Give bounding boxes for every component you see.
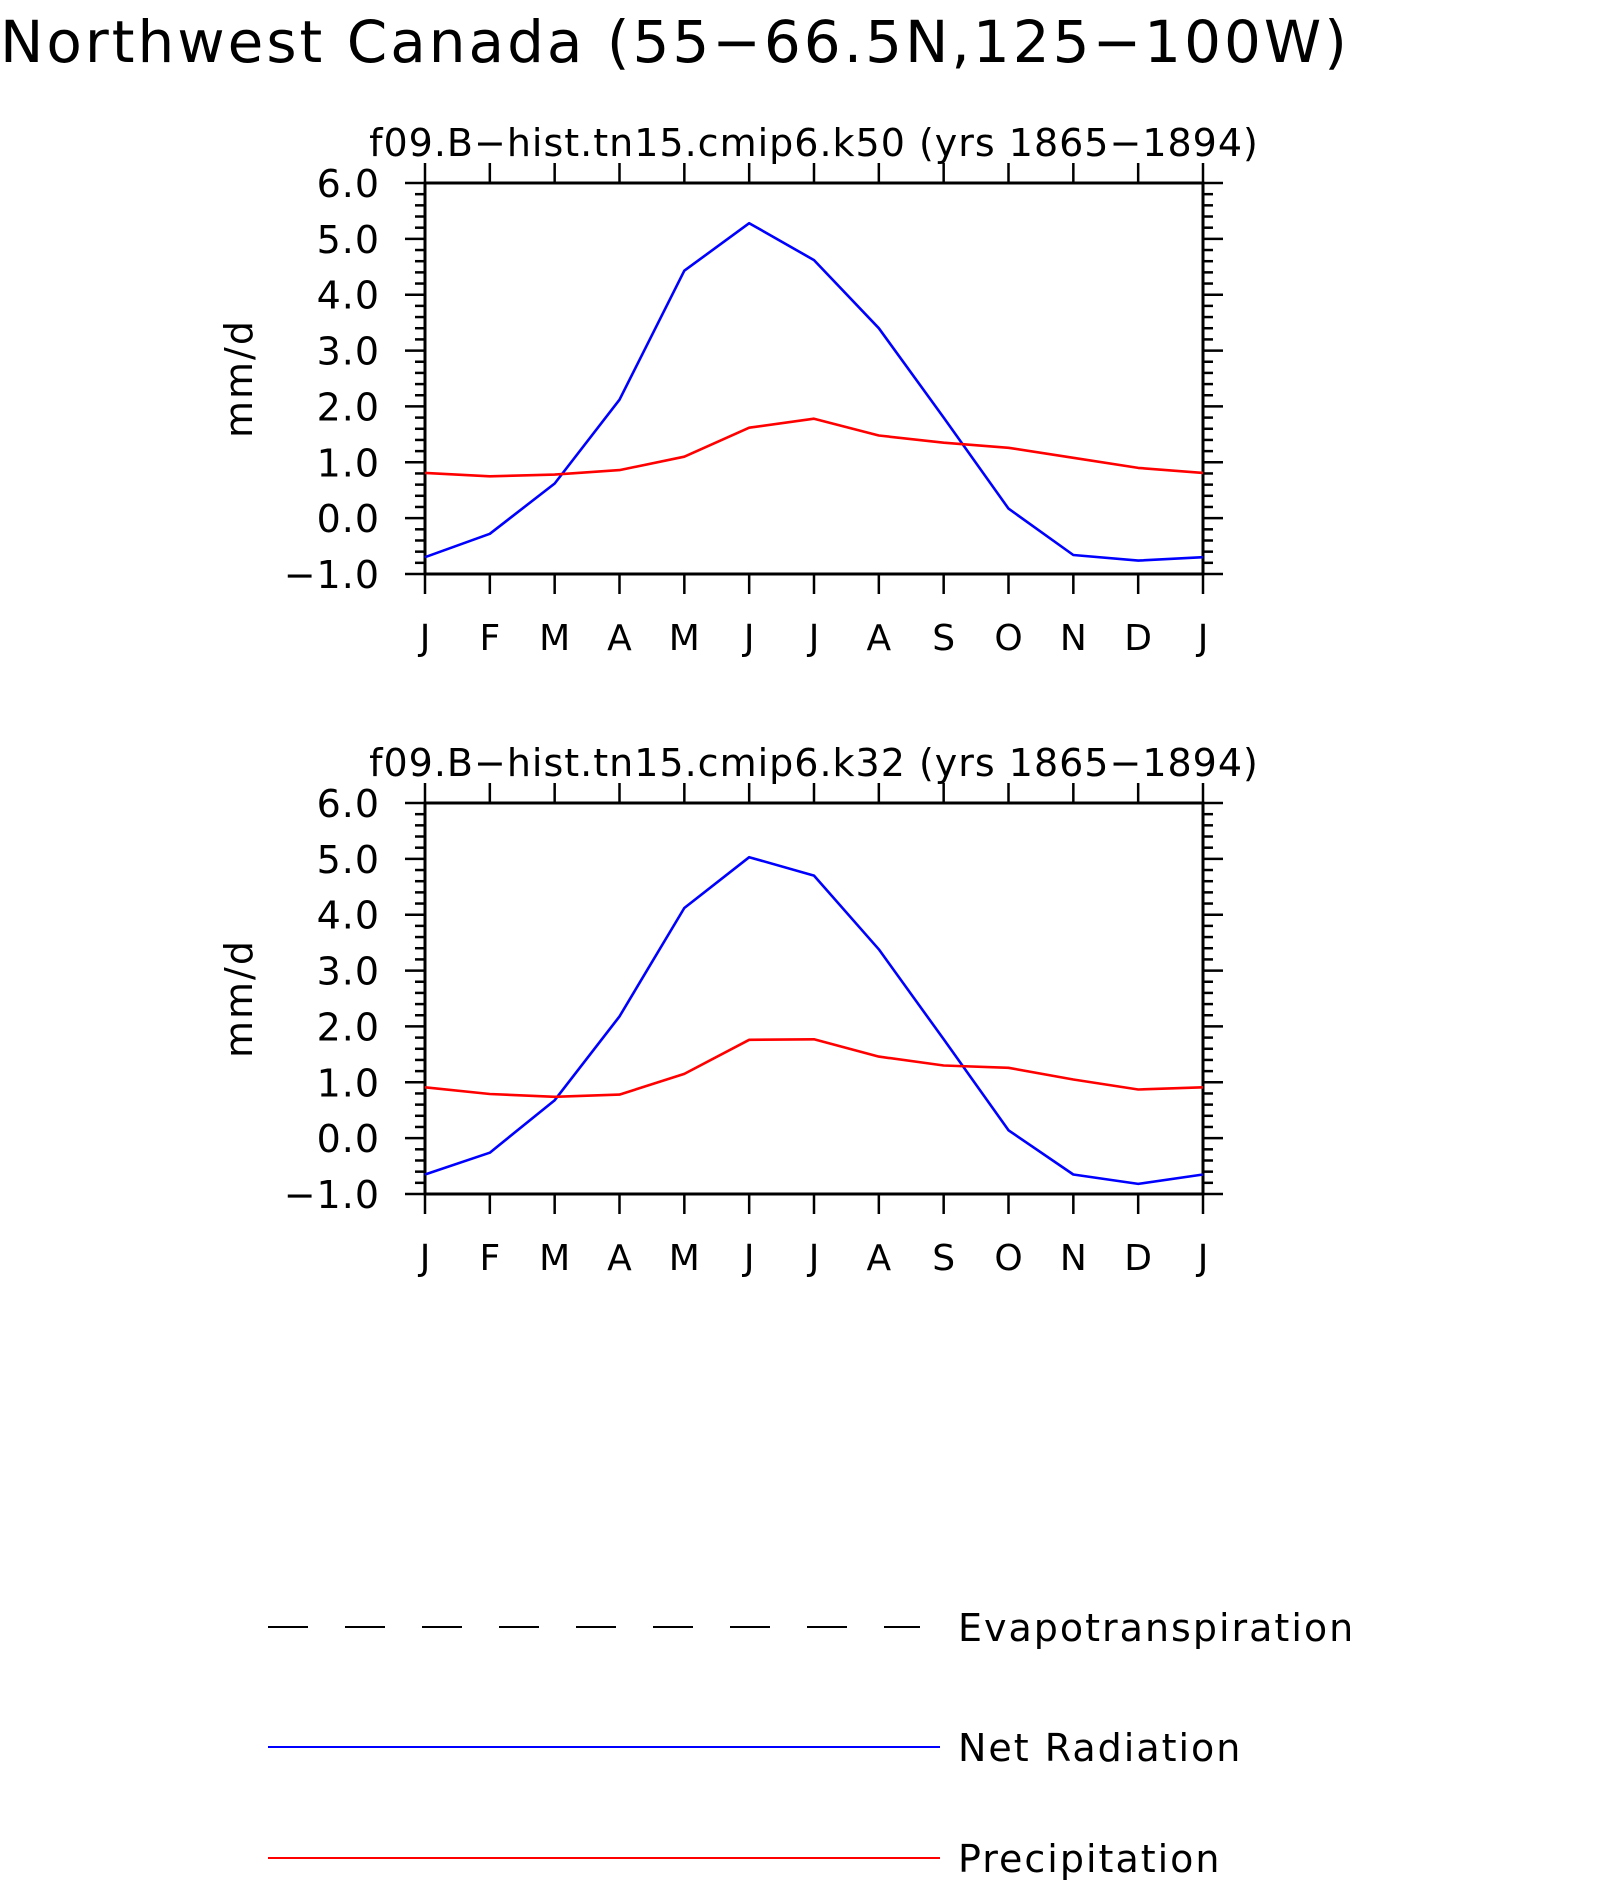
y-tick-label: −1.0	[284, 1173, 380, 1217]
x-ticks	[423, 163, 1205, 594]
x-tick-label: F	[479, 1238, 500, 1279]
x-tick-label: D	[1124, 1238, 1152, 1279]
x-tick-label: J	[1196, 618, 1209, 659]
x-tick-label: M	[539, 618, 570, 659]
x-tick-label: F	[479, 618, 500, 659]
x-tick-label: O	[994, 618, 1022, 659]
x-tick-label: M	[669, 1238, 700, 1279]
y-tick-label: 2.0	[317, 1005, 380, 1049]
y-ticks	[405, 801, 1223, 1196]
y-tick-label: 6.0	[317, 782, 380, 826]
x-tick-label: J	[807, 1238, 820, 1279]
chart-title: f09.B−hist.tn15.cmip6.k32 (yrs 1865−1894…	[369, 741, 1259, 785]
y-tick-label: 6.0	[317, 162, 380, 206]
x-tick-label: J	[418, 618, 431, 659]
chart-panels: f09.B−hist.tn15.cmip6.k50 (yrs 1865−1894…	[217, 121, 1259, 1279]
figure-title: Northwest Canada (55−66.5N,125−100W)	[0, 8, 1350, 76]
y-tick-label: 5.0	[317, 838, 380, 882]
x-tick-label: S	[932, 1238, 955, 1279]
x-tick-label: J	[742, 618, 755, 659]
y-ticks	[405, 181, 1223, 576]
x-ticks	[423, 783, 1205, 1214]
x-tick-label: J	[742, 1238, 755, 1279]
series-line-net-radiation	[424, 855, 1204, 1186]
chart-panel-1: f09.B−hist.tn15.cmip6.k50 (yrs 1865−1894…	[217, 121, 1259, 659]
x-tick-label: N	[1060, 1238, 1087, 1279]
series-line-net-radiation	[424, 221, 1204, 562]
x-tick-label: A	[607, 1238, 632, 1279]
x-tick-label: M	[539, 1238, 570, 1279]
legend-label: Evapotranspiration	[958, 1606, 1355, 1650]
legend: Evapotranspiration Net Radiation Precipita…	[268, 1606, 1355, 1881]
x-tick-label: A	[867, 618, 892, 659]
legend-label: Precipitation	[958, 1837, 1222, 1881]
y-tick-label: 0.0	[317, 497, 380, 541]
y-tick-label: 4.0	[317, 274, 380, 318]
y-tick-label: 3.0	[317, 950, 380, 994]
x-tick-label: O	[994, 1238, 1022, 1279]
x-tick-label: N	[1060, 618, 1087, 659]
series-line-precipitation	[424, 1038, 1204, 1099]
x-tick-label: A	[607, 618, 632, 659]
chart-title: f09.B−hist.tn15.cmip6.k50 (yrs 1865−1894…	[369, 121, 1259, 165]
plot-frame	[423, 801, 1205, 1196]
legend-label: Net Radiation	[958, 1726, 1242, 1770]
x-tick-label: J	[807, 618, 820, 659]
y-tick-label: 2.0	[317, 385, 380, 429]
y-tick-label: 5.0	[317, 218, 380, 262]
y-tick-label: 1.0	[317, 1061, 380, 1105]
x-tick-label: D	[1124, 618, 1152, 659]
y-tick-label: 0.0	[317, 1117, 380, 1161]
y-tick-label: 4.0	[317, 894, 380, 938]
y-tick-label: 1.0	[317, 441, 380, 485]
x-tick-label: A	[867, 1238, 892, 1279]
x-tick-label: J	[1196, 1238, 1209, 1279]
y-axis-label: mm/d	[217, 939, 261, 1058]
series-line-precipitation	[424, 417, 1204, 478]
y-tick-label: −1.0	[284, 553, 380, 597]
x-tick-label: M	[669, 618, 700, 659]
y-tick-label: 3.0	[317, 330, 380, 374]
y-axis-label: mm/d	[217, 319, 261, 438]
x-tick-label: S	[932, 618, 955, 659]
chart-panel-2: f09.B−hist.tn15.cmip6.k32 (yrs 1865−1894…	[217, 741, 1259, 1279]
plot-frame	[423, 181, 1205, 576]
x-tick-label: J	[418, 1238, 431, 1279]
